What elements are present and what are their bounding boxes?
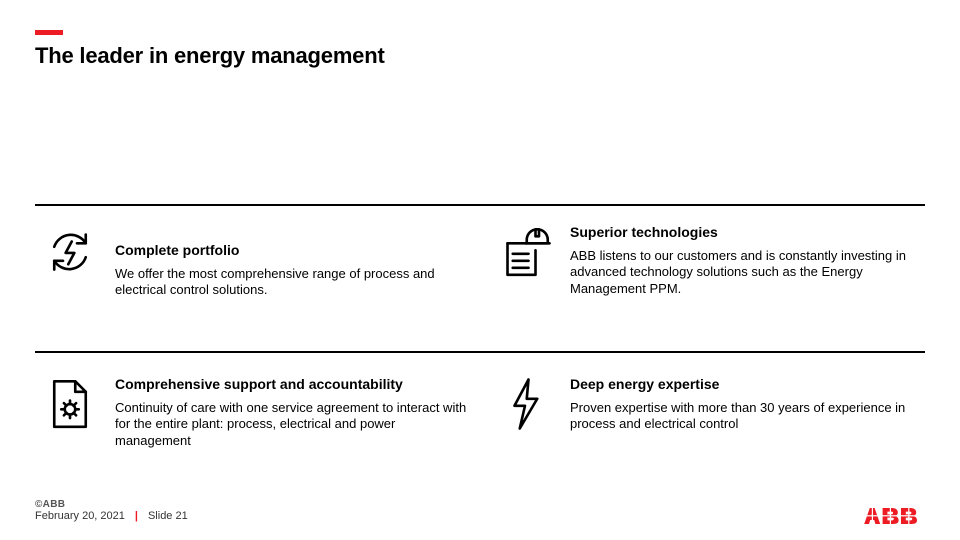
worker-doc-icon: [490, 224, 560, 280]
feature-heading: Superior technologies: [570, 224, 925, 242]
feature-body: Proven expertise with more than 30 years…: [570, 400, 925, 434]
feature-row-1: Complete portfolio We offer the most com…: [35, 224, 925, 299]
slide: The leader in energy management Complete…: [0, 0, 960, 540]
feature-heading: Deep energy expertise: [570, 376, 925, 394]
feature-cell: Deep energy expertise Proven expertise w…: [490, 376, 925, 450]
feature-body: ABB listens to our customers and is cons…: [570, 248, 925, 299]
feature-heading: Complete portfolio: [115, 242, 470, 260]
footer: February 20, 2021 | Slide 21: [35, 504, 925, 528]
footer-slide: Slide 21: [148, 510, 188, 522]
divider-mid: [35, 351, 925, 353]
feature-text: Complete portfolio We offer the most com…: [105, 224, 470, 299]
feature-row-2: Comprehensive support and accountability…: [35, 376, 925, 450]
feature-body: We offer the most comprehensive range of…: [115, 266, 470, 300]
feature-text: Deep energy expertise Proven expertise w…: [560, 376, 925, 433]
abb-logo-icon: [861, 504, 925, 528]
feature-text: Superior technologies ABB listens to our…: [560, 224, 925, 298]
feature-cell: Complete portfolio We offer the most com…: [35, 224, 490, 299]
divider-top: [35, 204, 925, 206]
feature-body: Continuity of care with one service agre…: [115, 400, 470, 451]
refresh-bolt-icon: [35, 224, 105, 280]
accent-dash: [35, 30, 63, 35]
feature-text: Comprehensive support and accountability…: [105, 376, 470, 450]
gear-doc-icon: [35, 376, 105, 432]
footer-left: February 20, 2021 | Slide 21: [35, 510, 188, 522]
footer-date: February 20, 2021: [35, 510, 125, 522]
feature-heading: Comprehensive support and accountability: [115, 376, 470, 394]
feature-cell: Comprehensive support and accountability…: [35, 376, 490, 450]
page-title: The leader in energy management: [35, 43, 925, 69]
footer-separator: |: [135, 510, 138, 522]
feature-cell: Superior technologies ABB listens to our…: [490, 224, 925, 299]
bolt-icon: [490, 376, 560, 432]
